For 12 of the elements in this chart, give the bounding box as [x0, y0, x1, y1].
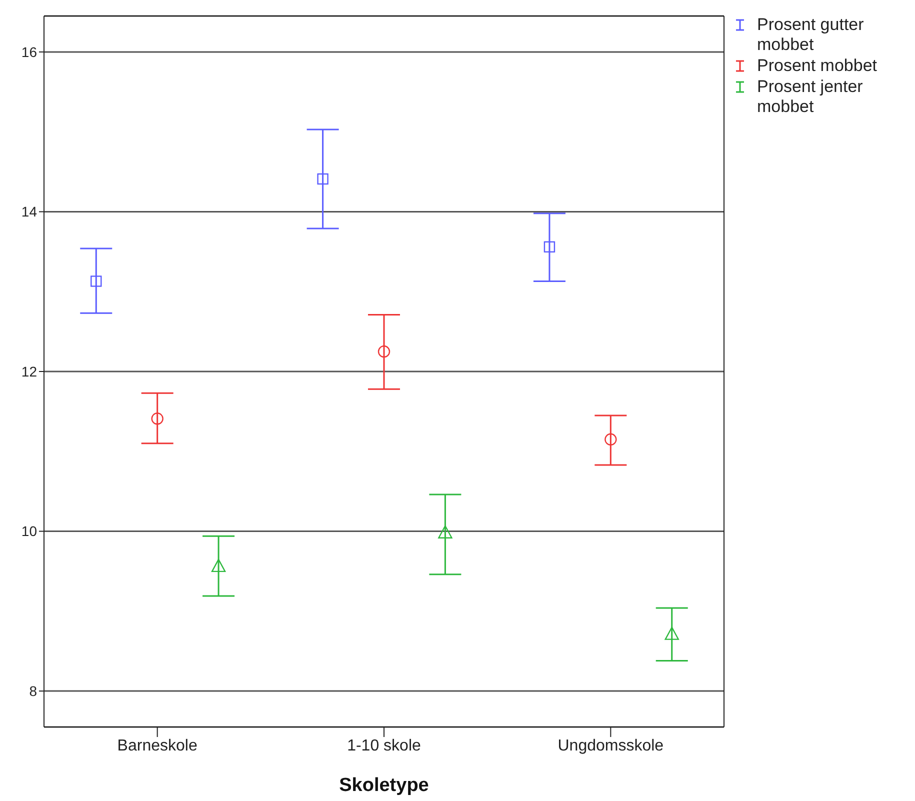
legend-label: Prosent gutter mobbet: [757, 15, 865, 55]
y-tick-label: 16: [21, 44, 38, 60]
y-tick-label: 10: [21, 523, 38, 540]
x-tick-label: Barneskole: [117, 737, 198, 754]
legend-label: Prosent mobbet: [757, 56, 878, 76]
y-tick-label: 8: [29, 683, 38, 700]
x-tick-label: Ungdomsskole: [558, 737, 664, 754]
y-tick-label: 14: [21, 204, 38, 220]
x-tick-label: 1-10 skole: [347, 737, 422, 754]
x-axis-title: Skoletype: [339, 775, 429, 796]
y-tick-label: 12: [21, 363, 38, 380]
legend-label: Prosent jenter mobbet: [757, 77, 864, 117]
